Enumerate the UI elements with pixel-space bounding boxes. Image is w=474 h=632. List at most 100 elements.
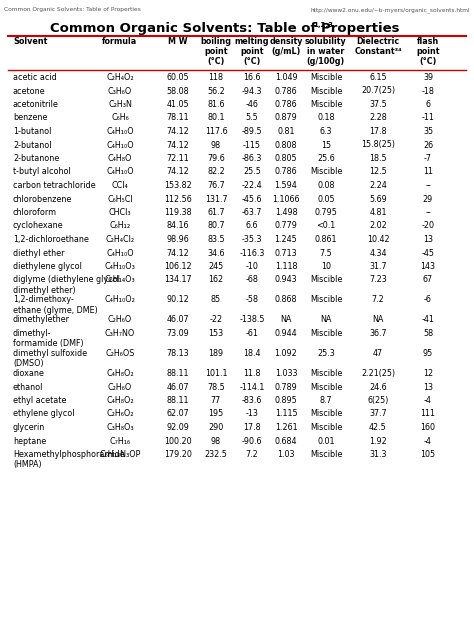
Text: diethyl ether: diethyl ether <box>13 248 64 257</box>
Text: 1.115: 1.115 <box>275 410 297 418</box>
Text: 143: 143 <box>420 262 436 271</box>
Text: Miscible: Miscible <box>310 410 342 418</box>
Text: 80.1: 80.1 <box>207 114 225 123</box>
Text: 16.6: 16.6 <box>243 73 261 82</box>
Text: 1.092: 1.092 <box>274 349 297 358</box>
Text: 1.03: 1.03 <box>277 450 295 459</box>
Text: boiling
point
(°C): boiling point (°C) <box>201 37 231 66</box>
Text: 118: 118 <box>209 73 224 82</box>
Text: 160: 160 <box>420 423 436 432</box>
Text: 67: 67 <box>423 276 433 284</box>
Text: 73.09: 73.09 <box>167 329 190 338</box>
Text: 7.2: 7.2 <box>372 296 384 305</box>
Text: Miscible: Miscible <box>310 73 342 82</box>
Text: 72.11: 72.11 <box>167 154 190 163</box>
Text: 106.12: 106.12 <box>164 262 192 271</box>
Text: C₆H₁₈N₃OP: C₆H₁₈N₃OP <box>100 450 141 459</box>
Text: glycerin: glycerin <box>13 423 45 432</box>
Text: t-butyl alcohol: t-butyl alcohol <box>13 167 71 176</box>
Text: 0.795: 0.795 <box>315 208 337 217</box>
Text: 56.2: 56.2 <box>207 87 225 95</box>
Text: 2.24: 2.24 <box>369 181 387 190</box>
Text: -94.3: -94.3 <box>242 87 262 95</box>
Text: C₄H₁₀O: C₄H₁₀O <box>106 167 134 176</box>
Text: 0.786: 0.786 <box>275 100 297 109</box>
Text: 0.01: 0.01 <box>317 437 335 446</box>
Text: 153.82: 153.82 <box>164 181 192 190</box>
Text: 17.8: 17.8 <box>243 423 261 432</box>
Text: 1-butanol: 1-butanol <box>13 127 51 136</box>
Text: 0.08: 0.08 <box>317 181 335 190</box>
Text: ethanol: ethanol <box>13 382 44 391</box>
Text: 10: 10 <box>321 262 331 271</box>
Text: 42.5: 42.5 <box>369 423 387 432</box>
Text: acetic acid: acetic acid <box>13 73 57 82</box>
Text: 12.5: 12.5 <box>369 167 387 176</box>
Text: 60.05: 60.05 <box>167 73 189 82</box>
Text: 1,2-dichloroethane: 1,2-dichloroethane <box>13 235 89 244</box>
Text: 29: 29 <box>423 195 433 204</box>
Text: C₆H₁₂: C₆H₁₂ <box>109 221 130 231</box>
Text: flash
point
(°C): flash point (°C) <box>416 37 440 66</box>
Text: -46: -46 <box>246 100 258 109</box>
Text: -4: -4 <box>424 437 432 446</box>
Text: 232.5: 232.5 <box>205 450 228 459</box>
Text: 35: 35 <box>423 127 433 136</box>
Text: C₂H₃N: C₂H₃N <box>108 100 132 109</box>
Text: --: -- <box>425 181 431 190</box>
Text: http://www2.onu.edu/~b-myers/organic_solvents.html: http://www2.onu.edu/~b-myers/organic_sol… <box>310 7 470 13</box>
Text: dimethyl-
formamide (DMF): dimethyl- formamide (DMF) <box>13 329 83 348</box>
Text: 131.7: 131.7 <box>205 195 228 204</box>
Text: 0.895: 0.895 <box>274 396 297 405</box>
Text: diethylene glycol: diethylene glycol <box>13 262 82 271</box>
Text: 134.17: 134.17 <box>164 276 192 284</box>
Text: C₄H₈O₂: C₄H₈O₂ <box>106 396 134 405</box>
Text: 6.3: 6.3 <box>320 127 332 136</box>
Text: 2.02: 2.02 <box>369 221 387 231</box>
Text: C₂H₆O: C₂H₆O <box>108 315 132 324</box>
Text: carbon tetrachloride: carbon tetrachloride <box>13 181 96 190</box>
Text: 0.805: 0.805 <box>275 154 297 163</box>
Text: C₂H₆O₂: C₂H₆O₂ <box>106 410 134 418</box>
Text: 0.786: 0.786 <box>275 167 297 176</box>
Text: 74.12: 74.12 <box>167 140 190 150</box>
Text: -90.6: -90.6 <box>242 437 262 446</box>
Text: CHCl₃: CHCl₃ <box>109 208 131 217</box>
Text: 81.6: 81.6 <box>207 100 225 109</box>
Text: C₄H₁₀O: C₄H₁₀O <box>106 127 134 136</box>
Text: C₆H₅Cl: C₆H₅Cl <box>107 195 133 204</box>
Text: 18.4: 18.4 <box>243 349 261 358</box>
Text: C₄H₁₀O: C₄H₁₀O <box>106 248 134 257</box>
Text: 189: 189 <box>209 349 224 358</box>
Text: C₄H₁₀O₃: C₄H₁₀O₃ <box>105 262 136 271</box>
Text: -7: -7 <box>424 154 432 163</box>
Text: -58: -58 <box>246 296 258 305</box>
Text: solubility
in water
(g/100g): solubility in water (g/100g) <box>305 37 347 66</box>
Text: 80.7: 80.7 <box>207 221 225 231</box>
Text: Miscible: Miscible <box>310 329 342 338</box>
Text: 25.5: 25.5 <box>243 167 261 176</box>
Text: 0.81: 0.81 <box>277 127 295 136</box>
Text: -68: -68 <box>246 276 258 284</box>
Text: 12: 12 <box>423 369 433 378</box>
Text: 46.07: 46.07 <box>167 382 189 391</box>
Text: 2-butanol: 2-butanol <box>13 140 52 150</box>
Text: 88.11: 88.11 <box>167 396 189 405</box>
Text: 95: 95 <box>423 349 433 358</box>
Text: 162: 162 <box>209 276 224 284</box>
Text: -4: -4 <box>424 396 432 405</box>
Text: C₄H₁₀O: C₄H₁₀O <box>106 140 134 150</box>
Text: 1.245: 1.245 <box>274 235 297 244</box>
Text: 0.808: 0.808 <box>275 140 297 150</box>
Text: 76.7: 76.7 <box>207 181 225 190</box>
Text: 1.261: 1.261 <box>275 423 297 432</box>
Text: 90.12: 90.12 <box>167 296 190 305</box>
Text: 5.69: 5.69 <box>369 195 387 204</box>
Text: 62.07: 62.07 <box>167 410 190 418</box>
Text: 92.09: 92.09 <box>166 423 190 432</box>
Text: 15.8(25): 15.8(25) <box>361 140 395 150</box>
Text: 78.5: 78.5 <box>207 382 225 391</box>
Text: 0.943: 0.943 <box>275 276 297 284</box>
Text: -83.6: -83.6 <box>242 396 262 405</box>
Text: 31.7: 31.7 <box>369 262 387 271</box>
